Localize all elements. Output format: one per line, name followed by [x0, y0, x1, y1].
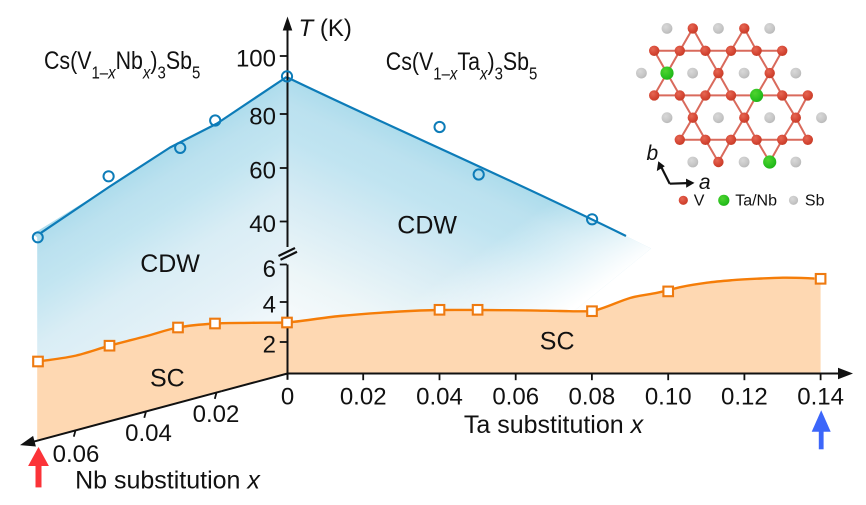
svg-text:100: 100 — [236, 46, 276, 73]
svg-text:0.02: 0.02 — [340, 384, 387, 411]
svg-text:0.06: 0.06 — [492, 384, 539, 411]
svg-text:CDW: CDW — [397, 212, 457, 240]
svg-text:T (K): T (K) — [299, 15, 352, 42]
svg-text:0.14: 0.14 — [797, 384, 844, 411]
svg-text:0.04: 0.04 — [125, 420, 172, 447]
svg-text:0: 0 — [281, 384, 294, 411]
svg-text:Sb: Sb — [805, 193, 825, 210]
svg-text:2: 2 — [263, 332, 276, 359]
svg-text:40: 40 — [249, 211, 276, 238]
svg-text:Ta/Nb: Ta/Nb — [735, 193, 777, 210]
svg-text:b: b — [647, 142, 659, 165]
svg-text:Ta substitution x: Ta substitution x — [464, 411, 645, 439]
svg-text:60: 60 — [249, 158, 276, 185]
svg-text:80: 80 — [249, 104, 276, 131]
svg-text:CDW: CDW — [140, 250, 200, 278]
svg-text:0.06: 0.06 — [53, 441, 100, 468]
svg-text:Cs(V1–xNbx)3Sb5: Cs(V1–xNbx)3Sb5 — [44, 46, 200, 82]
svg-text:0.04: 0.04 — [416, 384, 463, 411]
svg-text:SC: SC — [540, 328, 575, 356]
svg-text:V: V — [694, 193, 705, 210]
svg-text:0.08: 0.08 — [569, 384, 616, 411]
svg-text:SC: SC — [150, 365, 185, 393]
svg-text:Nb substitution x: Nb substitution x — [75, 467, 261, 495]
svg-text:0.12: 0.12 — [721, 384, 768, 411]
svg-text:a: a — [699, 171, 711, 194]
svg-text:4: 4 — [263, 292, 276, 319]
svg-text:Cs(V1–xTax)3Sb5: Cs(V1–xTax)3Sb5 — [386, 47, 538, 83]
svg-text:6: 6 — [263, 256, 276, 283]
svg-text:0.10: 0.10 — [645, 384, 692, 411]
svg-text:0.02: 0.02 — [193, 401, 240, 428]
